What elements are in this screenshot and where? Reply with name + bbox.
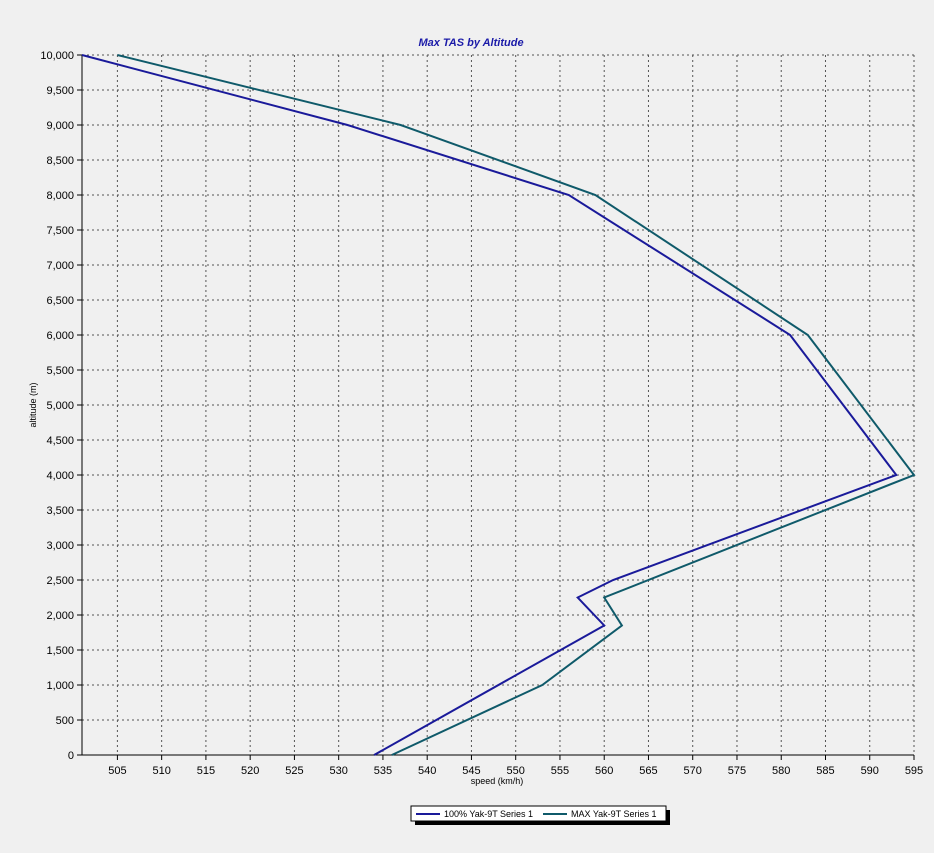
legend-label-1: 100% Yak-9T Series 1 (444, 809, 533, 819)
legend-label-2: MAX Yak-9T Series 1 (571, 809, 657, 819)
legend-box (410, 805, 667, 822)
y-tick-label: 8,000 (46, 190, 74, 202)
x-tick-label: 555 (551, 765, 569, 777)
x-tick-label: 545 (462, 765, 480, 777)
y-tick-label: 6,000 (46, 330, 74, 342)
legend: 100% Yak-9T Series 1 MAX Yak-9T Series 1 (410, 805, 670, 825)
series-line-1 (81, 54, 898, 756)
y-tick-label: 1,500 (46, 645, 74, 657)
y-tick-label: 4,000 (46, 470, 74, 482)
series-line-2 (117, 54, 916, 756)
series-lines (81, 54, 916, 756)
y-axis-label: altitude (m) (28, 382, 38, 427)
x-tick-label: 520 (241, 765, 259, 777)
x-tick-label: 515 (197, 765, 215, 777)
y-tick-label: 6,500 (46, 295, 74, 307)
y-tick-label: 5,000 (46, 400, 74, 412)
y-tick-label: 0 (68, 750, 74, 762)
x-tick-label: 580 (772, 765, 790, 777)
x-tick-label: 565 (639, 765, 657, 777)
x-tick-label: 595 (905, 765, 923, 777)
x-tick-label: 550 (507, 765, 525, 777)
y-tick-label: 8,500 (46, 155, 74, 167)
y-tick-label: 1,000 (46, 680, 74, 692)
y-tick-label: 7,000 (46, 260, 74, 272)
y-tick-label: 2,000 (46, 610, 74, 622)
y-tick-label: 9,000 (46, 120, 74, 132)
axes: 505 510 515 520 525 530 535 540 545 550 555 560 565 5… (40, 50, 923, 777)
y-tick-label: 3,500 (46, 505, 74, 517)
x-tick-label: 585 (816, 765, 834, 777)
y-tick-label: 5,500 (46, 365, 74, 377)
y-tick-label: 3,000 (46, 540, 74, 552)
x-tick-label: 590 (861, 765, 879, 777)
x-tick-label: 505 (108, 765, 126, 777)
y-tick-label: 9,500 (46, 85, 74, 97)
x-tick-label: 535 (374, 765, 392, 777)
y-tick-label: 7,500 (46, 225, 74, 237)
x-tick-label: 525 (285, 765, 303, 777)
x-tick-label: 530 (330, 765, 348, 777)
y-tick-label: 4,500 (46, 435, 74, 447)
y-tick-label: 500 (56, 715, 74, 727)
x-tick-label: 510 (152, 765, 170, 777)
chart-title: Max TAS by Altitude (418, 37, 523, 49)
y-tick-label: 10,000 (40, 50, 74, 62)
x-tick-label: 560 (595, 765, 613, 777)
x-tick-label: 540 (418, 765, 436, 777)
x-tick-label: 570 (684, 765, 702, 777)
y-tick-label: 2,500 (46, 575, 74, 587)
legend-items: 100% Yak-9T Series 1 MAX Yak-9T Series 1 (416, 809, 657, 819)
x-axis-label: speed (km/h) (471, 776, 524, 786)
x-tick-label: 575 (728, 765, 746, 777)
